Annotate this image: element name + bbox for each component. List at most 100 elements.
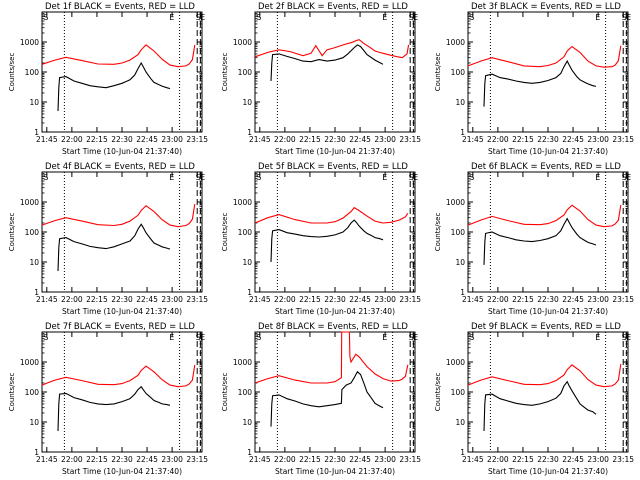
y-tick-label: 100 (25, 388, 40, 397)
y-tick-label: 1000 (233, 198, 252, 207)
plot-frame (41, 11, 203, 133)
x-tick-label: 21:45 (462, 455, 484, 464)
panel-det-7f: Det 7f BLACK = Events, RED = LLD Counts/s… (8, 322, 208, 476)
lld-series-line (467, 204, 622, 228)
lld-series-line (41, 364, 196, 388)
lld-series-line (254, 38, 410, 59)
x-tick-label: 22:30 (537, 135, 559, 144)
x-tick-label: 22:00 (487, 455, 509, 464)
y-tick-label: 1 (460, 288, 465, 297)
x-tick-label: 21:45 (36, 135, 58, 144)
panel-det-6f: Det 6f BLACK = Events, RED = LLD Counts/s… (434, 162, 634, 316)
x-tick-label: 23:00 (587, 295, 609, 304)
x-axis-label: Start Time (10-Jun-04 21:37:40) (275, 147, 395, 156)
y-tick-label: 1 (247, 448, 252, 457)
x-axis-label: Start Time (10-Jun-04 21:37:40) (62, 307, 182, 316)
interval-marker: E (413, 333, 418, 342)
interval-marker: E (382, 173, 387, 182)
interval-marker: S (409, 173, 414, 182)
y-tick-label: 1000 (20, 198, 39, 207)
y-axis-label: Counts/sec (434, 373, 442, 412)
events-series-line (57, 61, 171, 112)
x-tick-label: 22:00 (61, 135, 83, 144)
events-series-line (57, 223, 171, 272)
interval-marker: E (626, 333, 631, 342)
interval-marker: E (595, 333, 600, 342)
lld-series-line (41, 204, 196, 228)
y-tick-label: 10 (455, 418, 465, 427)
y-axis-label: Counts/sec (221, 213, 229, 252)
y-tick-label: 1 (247, 128, 252, 137)
panel-det-1f: Det 1f BLACK = Events, RED = LLD Counts/s… (8, 2, 208, 156)
panel-det-3f: Det 3f BLACK = Events, RED = LLD Counts/s… (434, 2, 634, 156)
x-tick-label: 21:45 (249, 455, 271, 464)
x-axis-label: Start Time (10-Jun-04 21:37:40) (275, 467, 395, 476)
events-series-line (483, 59, 597, 107)
y-tick-label: 10 (455, 98, 465, 107)
y-axis-label: Counts/sec (221, 53, 229, 92)
y-axis-label: Counts/sec (8, 53, 16, 92)
interval-marker: S (256, 13, 261, 22)
x-tick-label: 22:00 (61, 455, 83, 464)
interval-marker: E (169, 13, 174, 22)
y-tick-label: 100 (451, 228, 466, 237)
y-tick-label: 1 (34, 448, 39, 457)
y-tick-label: 1000 (446, 358, 465, 367)
y-tick-label: 1000 (446, 38, 465, 47)
x-tick-label: 22:45 (136, 295, 158, 304)
x-tick-label: 22:30 (324, 295, 346, 304)
x-tick-label: 22:00 (61, 295, 83, 304)
lld-series-line (254, 331, 409, 384)
y-tick-label: 1000 (20, 38, 39, 47)
x-tick-label: 23:00 (587, 135, 609, 144)
panel-det-9f: Det 9f BLACK = Events, RED = LLD Counts/s… (434, 322, 634, 476)
interval-marker: E (200, 13, 205, 22)
interval-marker: S (43, 13, 48, 22)
x-tick-label: 23:00 (374, 455, 396, 464)
events-series-line (483, 217, 597, 265)
x-tick-label: 22:45 (349, 455, 371, 464)
y-tick-label: 100 (238, 68, 253, 77)
x-tick-label: 23:00 (161, 455, 183, 464)
x-tick-label: 21:45 (462, 135, 484, 144)
x-tick-label: 23:15 (399, 135, 421, 144)
x-tick-label: 22:15 (512, 295, 534, 304)
x-tick-label: 23:00 (587, 455, 609, 464)
x-tick-label: 23:00 (161, 295, 183, 304)
x-tick-label: 22:00 (274, 295, 296, 304)
interval-marker: E (382, 333, 387, 342)
y-tick-label: 1 (34, 128, 39, 137)
x-tick-label: 21:45 (462, 295, 484, 304)
events-series-line (270, 370, 384, 427)
x-tick-label: 22:30 (111, 455, 133, 464)
interval-marker: S (196, 173, 201, 182)
x-tick-label: 23:00 (374, 135, 396, 144)
panel-title: Det 7f BLACK = Events, RED = LLD (45, 322, 195, 332)
x-tick-label: 23:15 (186, 455, 208, 464)
lld-series-line (41, 44, 196, 68)
interval-marker: E (413, 13, 418, 22)
plot-frame (41, 331, 203, 453)
panel-title: Det 4f BLACK = Events, RED = LLD (45, 162, 195, 172)
x-tick-label: 22:30 (111, 295, 133, 304)
x-tick-label: 23:15 (186, 135, 208, 144)
x-axis-label: Start Time (10-Jun-04 21:37:40) (488, 307, 608, 316)
plot-frame (467, 331, 629, 453)
x-tick-label: 22:15 (86, 135, 108, 144)
y-tick-label: 1000 (233, 38, 252, 47)
x-tick-label: 22:00 (487, 295, 509, 304)
panel-title: Det 2f BLACK = Events, RED = LLD (258, 2, 408, 12)
y-axis-label: Counts/sec (434, 53, 442, 92)
interval-marker: E (200, 333, 205, 342)
x-tick-label: 23:15 (186, 295, 208, 304)
y-tick-label: 10 (455, 258, 465, 267)
interval-marker: E (595, 173, 600, 182)
events-series-line (270, 44, 384, 82)
interval-marker: S (469, 13, 474, 22)
interval-marker: S (409, 333, 414, 342)
panel-title: Det 3f BLACK = Events, RED = LLD (471, 2, 621, 12)
interval-marker: E (626, 13, 631, 22)
x-tick-label: 22:45 (349, 295, 371, 304)
x-tick-label: 22:45 (562, 135, 584, 144)
